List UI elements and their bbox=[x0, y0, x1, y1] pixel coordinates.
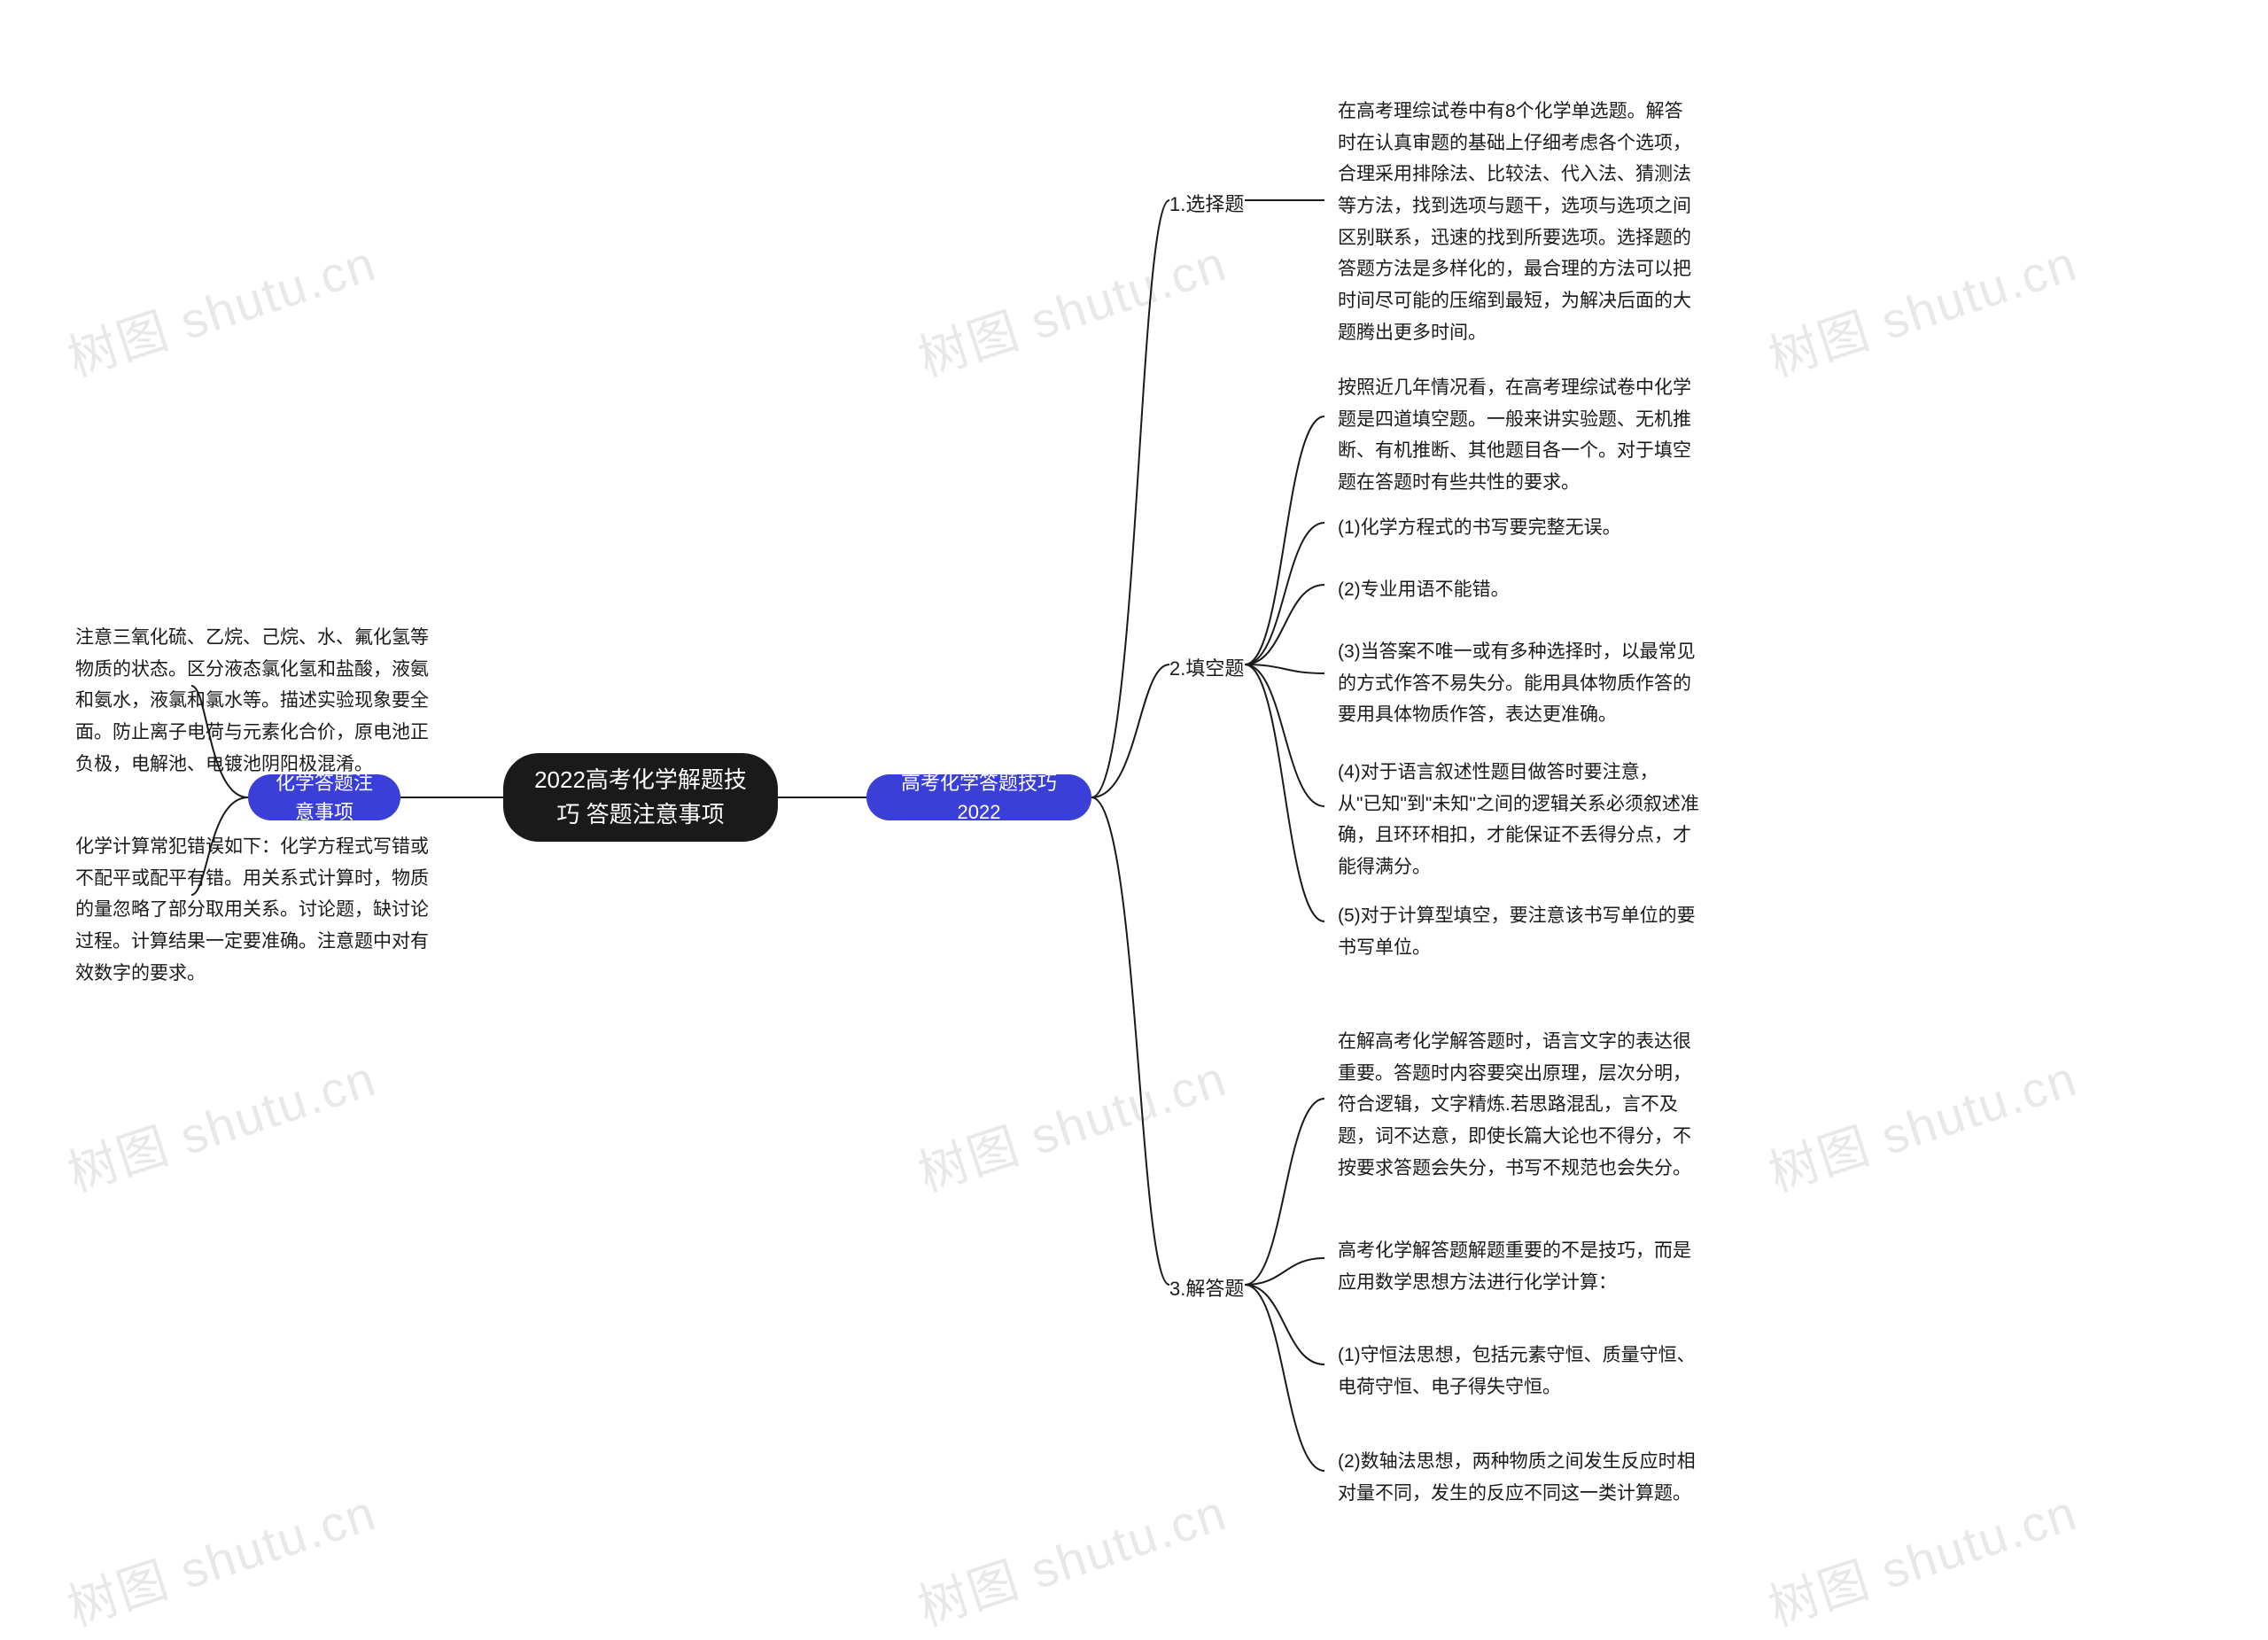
left-leaf-0: 注意三氧化硫、乙烷、己烷、水、氟化氢等物质的状态。区分液态氯化氢和盐酸，液氨和氨… bbox=[75, 622, 430, 780]
watermark: 树图 shutu.cn bbox=[1759, 223, 2085, 391]
topic-answer-label: 3.解答题 bbox=[1169, 1274, 1244, 1303]
fill-leaf-5: (5)对于计算型填空，要注意该书写单位的要书写单位。 bbox=[1338, 900, 1701, 963]
topic-fill[interactable]: 2.填空题 bbox=[1169, 654, 1244, 683]
topic-choice[interactable]: 1.选择题 bbox=[1169, 190, 1244, 219]
left-leaf-1-text: 化学计算常犯错误如下：化学方程式写错或不配平或配平有错。用关系式计算时，物质的量… bbox=[75, 831, 430, 989]
fill-leaf-3-text: (3)当答案不唯一或有多种选择时，以最常见的方式作答不易失分。能用具体物质作答的… bbox=[1338, 636, 1701, 731]
answer-leaf-2: (1)守恒法思想，包括元素守恒、质量守恒、电荷守恒、电子得失守恒。 bbox=[1338, 1340, 1701, 1403]
answer-leaf-1-text: 高考化学解答题解题重要的不是技巧，而是应用数学思想方法进行化学计算： bbox=[1338, 1235, 1701, 1298]
fill-leaf-4-text: (4)对于语言叙述性题目做答时要注意，从"已知"到"未知"之间的逻辑关系必须叙述… bbox=[1338, 757, 1701, 883]
watermark: 树图 shutu.cn bbox=[58, 223, 384, 391]
answer-leaf-1: 高考化学解答题解题重要的不是技巧，而是应用数学思想方法进行化学计算： bbox=[1338, 1235, 1701, 1298]
topic-choice-label: 1.选择题 bbox=[1169, 190, 1244, 219]
topic-answer[interactable]: 3.解答题 bbox=[1169, 1274, 1244, 1303]
branch-left[interactable]: 化学答题注意事项 bbox=[248, 774, 400, 820]
mindmap-root[interactable]: 2022高考化学解题技巧 答题注意事项 bbox=[503, 753, 778, 842]
branch-right-label: 高考化学答题技巧2022 bbox=[891, 768, 1067, 827]
watermark: 树图 shutu.cn bbox=[58, 1038, 384, 1206]
choice-leaf-0: 在高考理综试卷中有8个化学单选题。解答时在认真审题的基础上仔细考虑各个选项，合理… bbox=[1338, 96, 1701, 349]
left-leaf-0-text: 注意三氧化硫、乙烷、己烷、水、氟化氢等物质的状态。区分液态氯化氢和盐酸，液氨和氨… bbox=[75, 622, 430, 780]
fill-leaf-0: 按照近几年情况看，在高考理综试卷中化学题是四道填空题。一般来讲实验题、无机推断、… bbox=[1338, 372, 1701, 499]
answer-leaf-3: (2)数轴法思想，两种物质之间发生反应时相对量不同，发生的反应不同这一类计算题。 bbox=[1338, 1446, 1701, 1509]
watermark: 树图 shutu.cn bbox=[58, 1473, 384, 1640]
fill-leaf-3: (3)当答案不唯一或有多种选择时，以最常见的方式作答不易失分。能用具体物质作答的… bbox=[1338, 636, 1701, 731]
watermark: 树图 shutu.cn bbox=[1759, 1038, 2085, 1206]
fill-leaf-1-text: (1)化学方程式的书写要完整无误。 bbox=[1338, 512, 1621, 544]
fill-leaf-4: (4)对于语言叙述性题目做答时要注意，从"已知"到"未知"之间的逻辑关系必须叙述… bbox=[1338, 757, 1701, 883]
left-leaf-1: 化学计算常犯错误如下：化学方程式写错或不配平或配平有错。用关系式计算时，物质的量… bbox=[75, 831, 430, 989]
topic-fill-label: 2.填空题 bbox=[1169, 654, 1244, 683]
watermark: 树图 shutu.cn bbox=[908, 1038, 1235, 1206]
answer-leaf-3-text: (2)数轴法思想，两种物质之间发生反应时相对量不同，发生的反应不同这一类计算题。 bbox=[1338, 1446, 1701, 1509]
fill-leaf-0-text: 按照近几年情况看，在高考理综试卷中化学题是四道填空题。一般来讲实验题、无机推断、… bbox=[1338, 372, 1701, 499]
answer-leaf-0-text: 在解高考化学解答题时，语言文字的表达很重要。答题时内容要突出原理，层次分明，符合… bbox=[1338, 1026, 1701, 1184]
fill-leaf-1: (1)化学方程式的书写要完整无误。 bbox=[1338, 512, 1701, 544]
watermark: 树图 shutu.cn bbox=[908, 1473, 1235, 1640]
fill-leaf-2-text: (2)专业用语不能错。 bbox=[1338, 574, 1510, 606]
branch-right[interactable]: 高考化学答题技巧2022 bbox=[866, 774, 1091, 820]
watermark: 树图 shutu.cn bbox=[908, 223, 1235, 391]
choice-leaf-0-text: 在高考理综试卷中有8个化学单选题。解答时在认真审题的基础上仔细考虑各个选项，合理… bbox=[1338, 96, 1701, 349]
watermark: 树图 shutu.cn bbox=[1759, 1473, 2085, 1640]
root-label: 2022高考化学解题技巧 答题注意事项 bbox=[528, 763, 753, 832]
fill-leaf-2: (2)专业用语不能错。 bbox=[1338, 574, 1701, 606]
answer-leaf-0: 在解高考化学解答题时，语言文字的表达很重要。答题时内容要突出原理，层次分明，符合… bbox=[1338, 1026, 1701, 1184]
fill-leaf-5-text: (5)对于计算型填空，要注意该书写单位的要书写单位。 bbox=[1338, 900, 1701, 963]
answer-leaf-2-text: (1)守恒法思想，包括元素守恒、质量守恒、电荷守恒、电子得失守恒。 bbox=[1338, 1340, 1701, 1403]
